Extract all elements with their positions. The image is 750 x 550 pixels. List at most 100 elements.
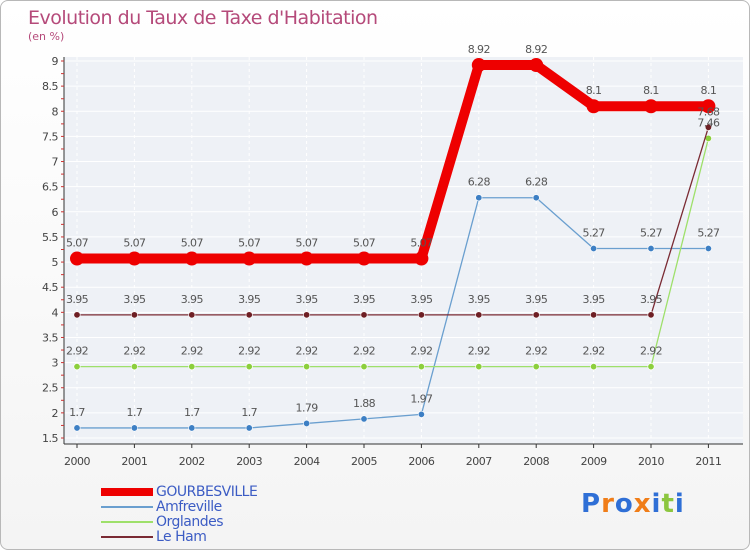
data-label: 5.07 xyxy=(353,237,376,250)
data-point xyxy=(417,410,425,418)
data-point xyxy=(357,251,371,266)
x-tick-label: 2008 xyxy=(523,455,549,468)
data-label: 3.95 xyxy=(583,293,606,306)
brand-letter: t xyxy=(661,489,675,519)
legend-label: Le Ham xyxy=(156,529,207,545)
data-point xyxy=(417,311,425,319)
data-label: 8.92 xyxy=(468,43,490,56)
legend-swatch xyxy=(101,488,153,496)
data-point xyxy=(299,251,314,266)
data-point xyxy=(130,363,138,371)
y-tick-label: 7.5 xyxy=(42,130,58,143)
data-point xyxy=(73,363,81,371)
brand-letter: i xyxy=(674,489,685,519)
data-label: 1.88 xyxy=(353,397,376,410)
data-label: 5.27 xyxy=(640,226,663,239)
data-label: 3.95 xyxy=(238,293,261,306)
x-tick-label: 2007 xyxy=(466,455,492,468)
data-label: 3.95 xyxy=(66,293,89,306)
y-tick-label: 9 xyxy=(52,55,59,68)
data-label: 3.95 xyxy=(181,293,204,306)
data-label: 1.97 xyxy=(410,392,433,405)
data-label: 8.1 xyxy=(586,84,602,97)
data-label: 8.1 xyxy=(643,84,659,97)
data-label: 5.07 xyxy=(410,237,433,250)
brand-logo: Proxiti xyxy=(581,489,685,519)
data-point xyxy=(73,311,81,319)
data-point xyxy=(360,415,368,423)
data-label: 5.27 xyxy=(583,226,606,239)
data-point xyxy=(475,363,483,371)
y-tick-label: 8.5 xyxy=(42,80,58,93)
data-label: 2.92 xyxy=(238,345,260,358)
y-tick-label: 6.5 xyxy=(42,181,58,194)
y-tick-label: 6 xyxy=(52,206,59,219)
data-label: 3.95 xyxy=(468,293,491,306)
data-label: 2.92 xyxy=(583,345,605,358)
data-point xyxy=(245,311,253,319)
data-point xyxy=(130,311,138,319)
x-tick-label: 2011 xyxy=(695,455,721,468)
data-label: 3.95 xyxy=(410,293,433,306)
brand-letter: o xyxy=(614,489,634,519)
x-tick-label: 2000 xyxy=(64,455,90,468)
data-label: 2.92 xyxy=(468,345,490,358)
data-point xyxy=(704,244,712,252)
data-label: 2.92 xyxy=(123,345,145,358)
data-label: 2.92 xyxy=(640,345,662,358)
chart-title: Evolution du Taux de Taxe d'Habitation xyxy=(28,7,378,29)
data-point xyxy=(532,363,540,371)
data-point xyxy=(303,311,311,319)
data-point xyxy=(127,251,142,266)
brand-letter: P xyxy=(581,489,602,519)
y-tick-label: 4 xyxy=(52,306,59,319)
y-tick-label: 3.5 xyxy=(42,331,58,344)
data-point xyxy=(647,311,655,319)
data-label: 7.68 xyxy=(697,105,720,118)
data-point xyxy=(73,424,81,432)
data-point xyxy=(704,123,712,131)
data-label: 7.46 xyxy=(697,116,720,129)
x-tick-label: 2009 xyxy=(581,455,607,468)
brand-letter: r xyxy=(601,489,615,519)
data-point xyxy=(590,311,598,319)
y-tick-label: 3 xyxy=(52,357,59,370)
data-label: 3.95 xyxy=(123,293,146,306)
data-label: 2.92 xyxy=(181,345,203,358)
data-point xyxy=(188,424,196,432)
data-point xyxy=(586,99,601,114)
data-point xyxy=(242,251,257,266)
data-point xyxy=(529,58,544,73)
legend-swatch xyxy=(101,536,153,538)
data-label: 3.95 xyxy=(525,293,548,306)
data-point xyxy=(647,363,655,371)
brand-letter: i xyxy=(651,489,662,519)
data-point xyxy=(188,363,196,371)
data-point xyxy=(532,194,540,202)
data-label: 1.7 xyxy=(184,406,200,419)
series-line-gourbesville xyxy=(72,60,714,264)
data-point xyxy=(360,363,368,371)
data-label: 2.92 xyxy=(525,345,547,358)
data-point xyxy=(360,311,368,319)
data-point xyxy=(701,99,716,114)
data-point xyxy=(644,99,658,114)
chart-subtitle: (en %) xyxy=(28,30,65,43)
x-tick-label: 2005 xyxy=(351,455,377,468)
data-point xyxy=(590,363,598,371)
data-label: 3.95 xyxy=(640,293,663,306)
data-label: 6.28 xyxy=(525,176,548,189)
data-label: 5.07 xyxy=(66,237,89,250)
data-point xyxy=(188,311,196,319)
data-label: 2.92 xyxy=(66,345,88,358)
series-line-le-ham xyxy=(76,126,710,316)
series-line-amfreville xyxy=(76,197,710,429)
data-label: 3.95 xyxy=(353,293,376,306)
data-label: 5.07 xyxy=(238,237,261,250)
brand-letter: x xyxy=(633,489,652,519)
data-label: 2.92 xyxy=(410,345,432,358)
x-tick-label: 2002 xyxy=(179,455,205,468)
data-label: 8.1 xyxy=(701,84,717,97)
data-label: 1.7 xyxy=(241,406,257,419)
